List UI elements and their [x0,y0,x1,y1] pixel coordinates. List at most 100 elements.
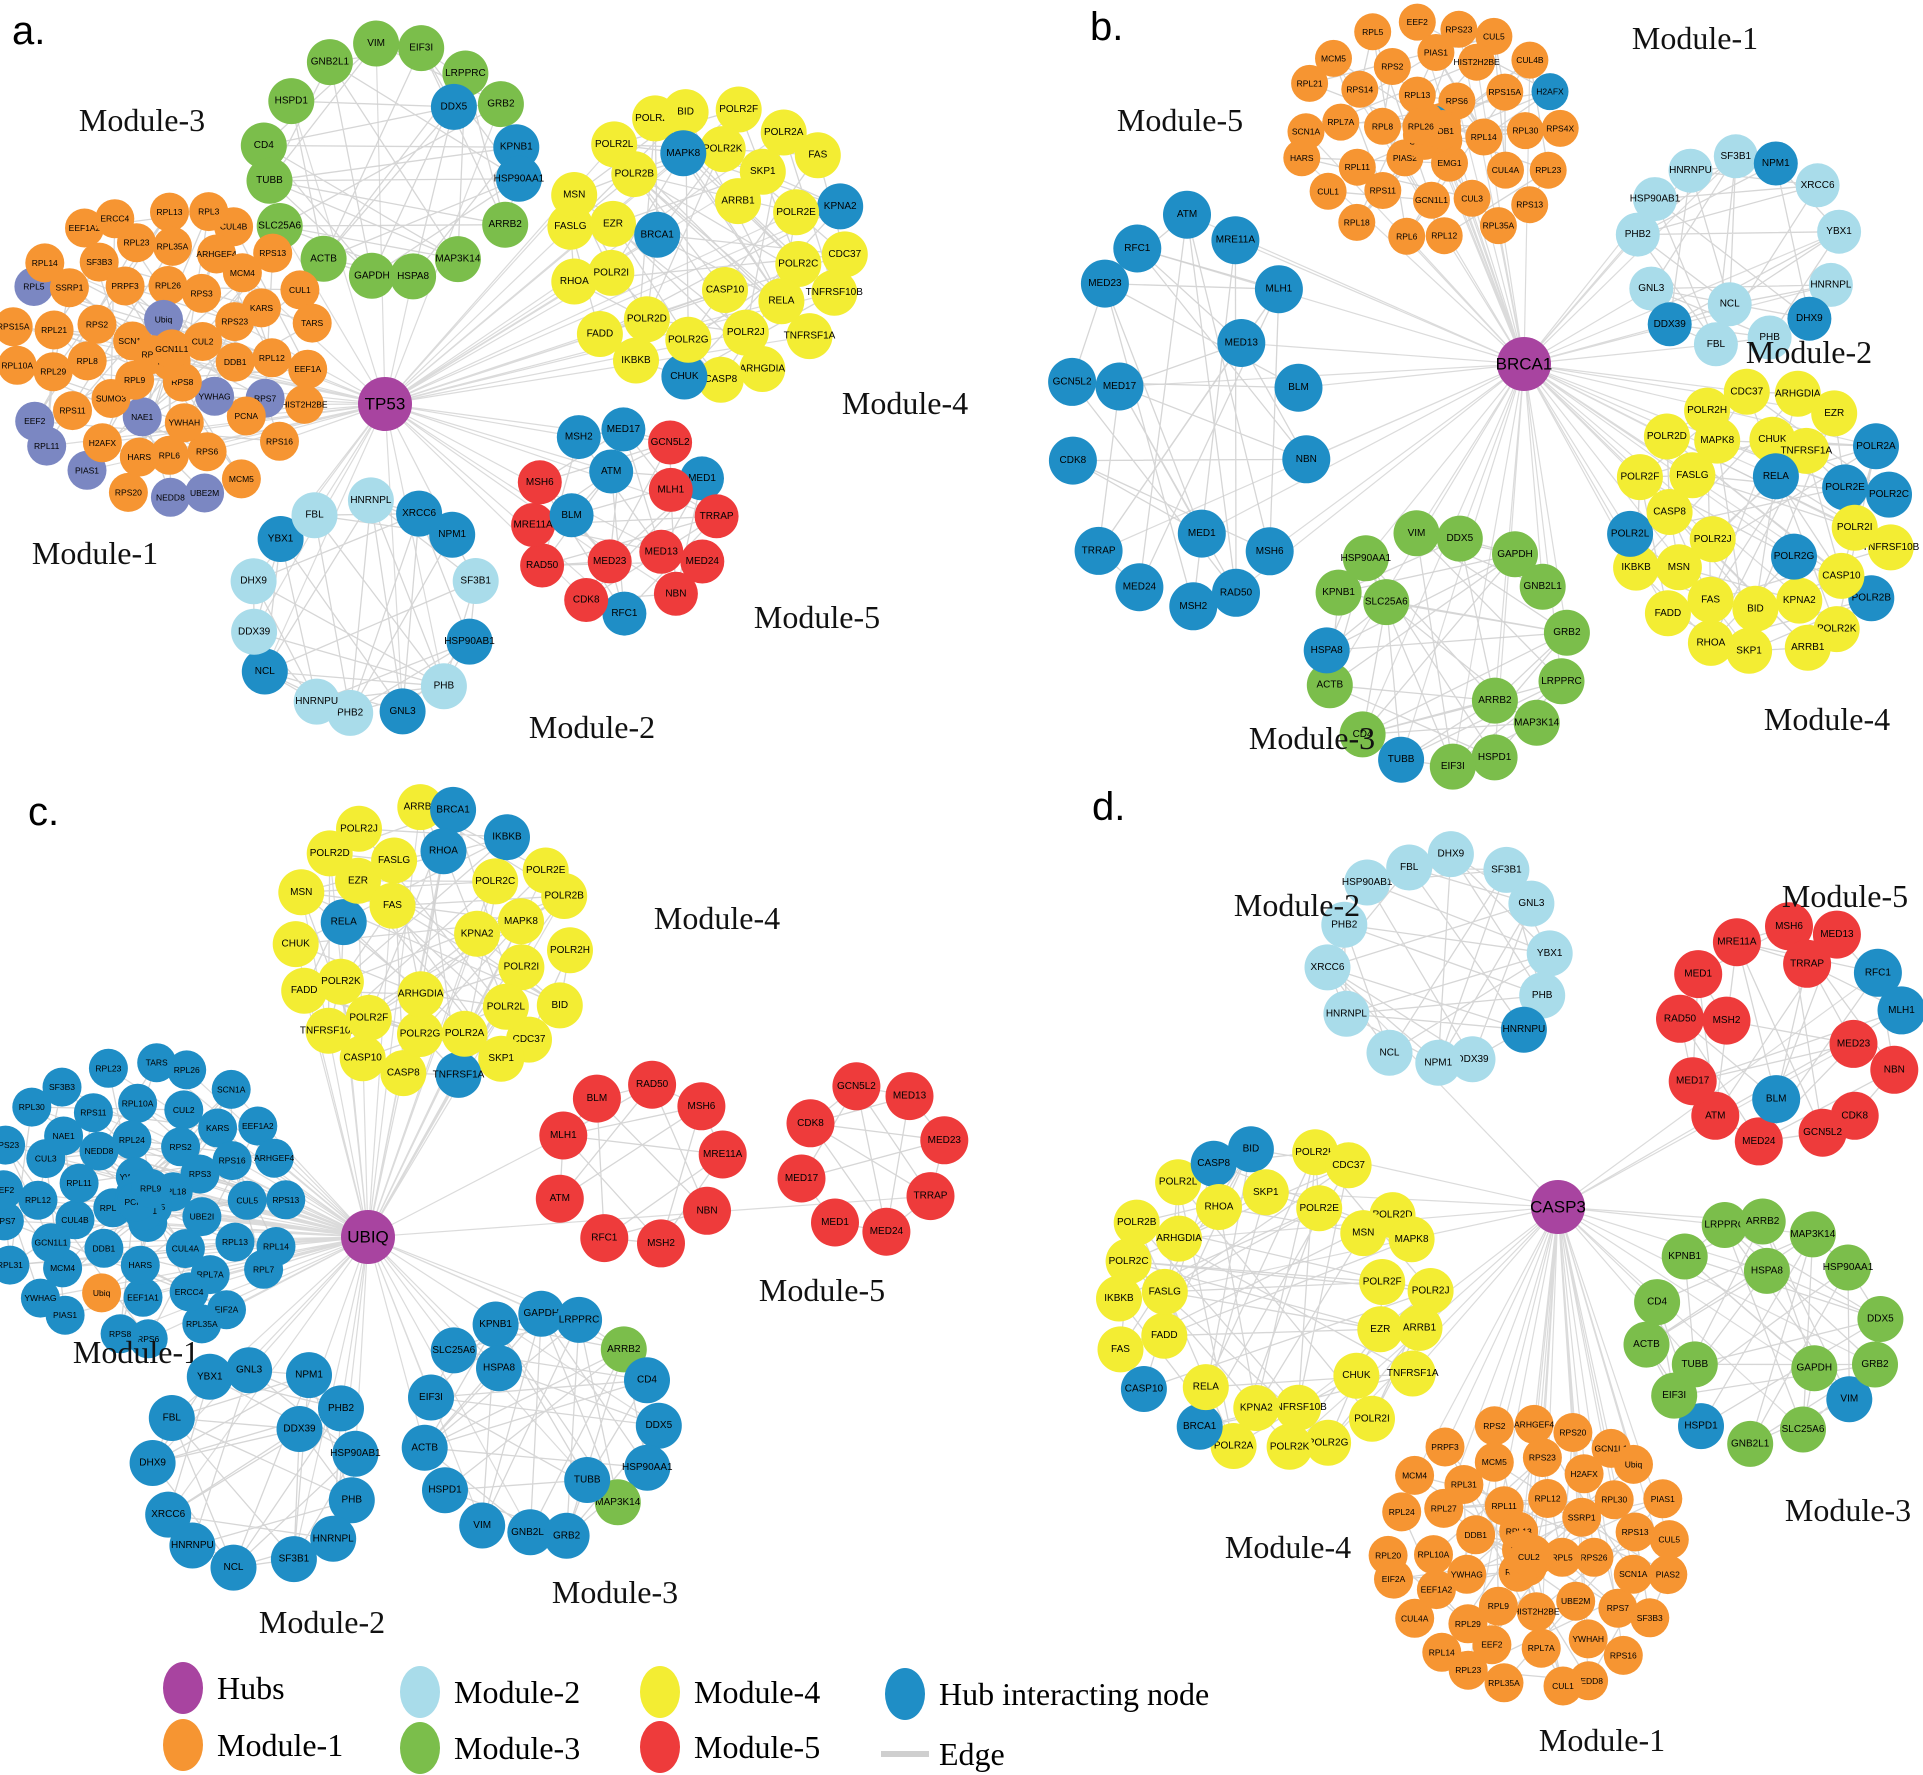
node-EIF3I[interactable]: EIF3I [408,1374,454,1421]
node-FADD[interactable]: FADD [281,967,328,1014]
node-LRPPRC[interactable]: LRPPRC [1538,658,1585,705]
node-DHX9[interactable]: DHX9 [1787,296,1832,341]
node-EEF2[interactable]: EEF2 [1398,3,1436,41]
node-TNFRSF1A[interactable]: TNFRSF1A [784,313,836,360]
node-RPL10A[interactable]: RPL10A [0,345,37,385]
node-NAE1[interactable]: NAE1 [122,397,162,437]
node-HSP90AA1[interactable]: HSP90AA1 [1823,1244,1874,1291]
node-XRCC6[interactable]: XRCC6 [145,1491,192,1538]
node-CD4[interactable]: CD4 [1339,711,1386,758]
node-DDX39[interactable]: DDX39 [1449,1036,1496,1083]
node-RPL30[interactable]: RPL30 [12,1087,52,1127]
node-EZR[interactable]: EZR [1357,1306,1404,1353]
node-RPL26[interactable]: RPL26 [1402,107,1440,145]
node-MSN[interactable]: MSN [1655,544,1702,591]
node-EIF3I[interactable]: EIF3I [398,25,445,72]
node-RPL23[interactable]: RPL23 [1529,151,1567,189]
node-IKBKB[interactable]: IKBKB [613,337,659,384]
node-GNL3[interactable]: GNL3 [1629,266,1674,311]
node-EZR[interactable]: EZR [1811,390,1858,437]
node-ARRB1[interactable]: ARRB1 [397,784,444,831]
node-GNL3[interactable]: GNL3 [226,1347,273,1394]
node-LRPPRC[interactable]: LRPPRC [1701,1202,1748,1248]
node-DDX5[interactable]: DDX5 [430,83,477,130]
node-RELA[interactable]: RELA [758,278,805,325]
node-ARHGDIA[interactable]: ARHGDIA [739,346,785,392]
node-RHOA[interactable]: RHOA [1196,1184,1242,1230]
node-SCN1A[interactable]: SCN1A [1613,1554,1653,1594]
node-RPS23[interactable]: RPS23 [0,1125,26,1165]
node-NEDD8[interactable]: NEDD8 [79,1131,119,1171]
node-CASP8[interactable]: CASP8 [1646,489,1693,535]
node-SF3B3[interactable]: SF3B3 [79,242,119,282]
node-POLR2A[interactable]: POLR2A [760,109,807,156]
node-CUL4A[interactable]: CUL4A [1487,151,1524,189]
node-RPL23[interactable]: RPL23 [88,1048,128,1088]
node-RPL12[interactable]: RPL12 [1425,217,1463,255]
node-RPL13[interactable]: RPL13 [215,1222,255,1262]
node-GRB2[interactable]: GRB2 [477,81,524,128]
node-RPS2[interactable]: RPS2 [1373,48,1411,85]
node-CD4[interactable]: CD4 [624,1357,670,1404]
node-RPL35A[interactable]: RPL35A [182,1304,222,1344]
node-RPS2[interactable]: RPS2 [1474,1406,1514,1446]
node-RPL5[interactable]: RPL5 [1354,13,1392,51]
node-MED24[interactable]: MED24 [1115,563,1164,612]
node-PHB[interactable]: PHB [1747,315,1792,360]
node-IKBKB[interactable]: IKBKB [1096,1275,1142,1322]
node-RPL18[interactable]: RPL18 [1338,203,1376,241]
node-MCM5[interactable]: MCM5 [1474,1442,1514,1482]
node-FAS[interactable]: FAS [1097,1326,1144,1373]
node-FBL[interactable]: FBL [1386,844,1433,891]
node-RPS7[interactable]: RPS7 [0,1201,24,1241]
node-HSPD1[interactable]: HSPD1 [422,1467,468,1514]
hub-node-TP53[interactable]: TP53 [358,377,412,431]
node-RPS16[interactable]: RPS16 [260,421,299,461]
node-SLC25A6[interactable]: SLC25A6 [430,1327,477,1374]
node-MAPK8[interactable]: MAPK8 [1694,417,1741,464]
node-CDK8[interactable]: CDK8 [1048,436,1097,485]
node-KPNB1[interactable]: KPNB1 [1315,569,1362,616]
node-VIM[interactable]: VIM [459,1502,506,1549]
node-POLR2B[interactable]: POLR2B [611,151,658,198]
node-CUL4B[interactable]: CUL4B [1511,41,1549,79]
node-POLR2K[interactable]: POLR2K [317,958,364,1005]
node-SCN1A[interactable]: SCN1A [1287,113,1325,151]
node-CUL2[interactable]: CUL2 [164,1090,204,1130]
node-SSRP1[interactable]: SSRP1 [49,268,89,308]
node-CUL5[interactable]: CUL5 [1649,1520,1689,1560]
node-MCM4[interactable]: MCM4 [1395,1455,1435,1495]
hub-node-UBIQ[interactable]: UBIQ [341,1210,395,1264]
node-RPL24[interactable]: RPL24 [1382,1492,1422,1532]
node-POLR2D[interactable]: POLR2D [1643,413,1690,460]
node-LRPPRC[interactable]: LRPPRC [556,1296,603,1343]
node-MSH2[interactable]: MSH2 [1169,582,1218,631]
node-MED23[interactable]: MED23 [1080,259,1129,308]
node-NPM1[interactable]: NPM1 [1415,1039,1462,1086]
node-RPL7A[interactable]: RPL7A [1322,103,1360,141]
node-MAPK8[interactable]: MAPK8 [498,898,544,945]
node-SF3B1[interactable]: SF3B1 [1713,134,1758,179]
node-KPNA2[interactable]: KPNA2 [1776,577,1823,624]
node-MRE11A[interactable]: MRE11A [511,503,556,547]
node-RELA[interactable]: RELA [1752,453,1799,500]
node-MED17[interactable]: MED17 [777,1154,826,1203]
node-POLR2E[interactable]: POLR2E [1822,464,1869,511]
node-BID[interactable]: BID [536,982,583,1029]
node-UBE2M[interactable]: UBE2M [185,473,225,513]
node-RPL31[interactable]: RPL31 [0,1245,30,1285]
node-RPS15A[interactable]: RPS15A [1486,73,1524,111]
node-SKP1[interactable]: SKP1 [1726,627,1773,674]
node-ARRB2[interactable]: ARRB2 [1739,1198,1786,1245]
node-MED1[interactable]: MED1 [1177,509,1226,558]
node-DHX9[interactable]: DHX9 [230,558,277,605]
node-KPNB1[interactable]: KPNB1 [472,1301,519,1348]
node-RAD50[interactable]: RAD50 [628,1060,677,1109]
node-HNRNPU[interactable]: HNRNPU [1500,1006,1547,1053]
node-TNFRSF10B[interactable]: TNFRSF10B [1270,1384,1328,1431]
node-CUL4A[interactable]: CUL4A [1395,1598,1435,1638]
node-PHB[interactable]: PHB [420,663,467,710]
node-RPS2[interactable]: RPS2 [77,304,117,344]
node-ERCC4[interactable]: ERCC4 [169,1272,209,1312]
node-KPNA2[interactable]: KPNA2 [1233,1385,1280,1431]
